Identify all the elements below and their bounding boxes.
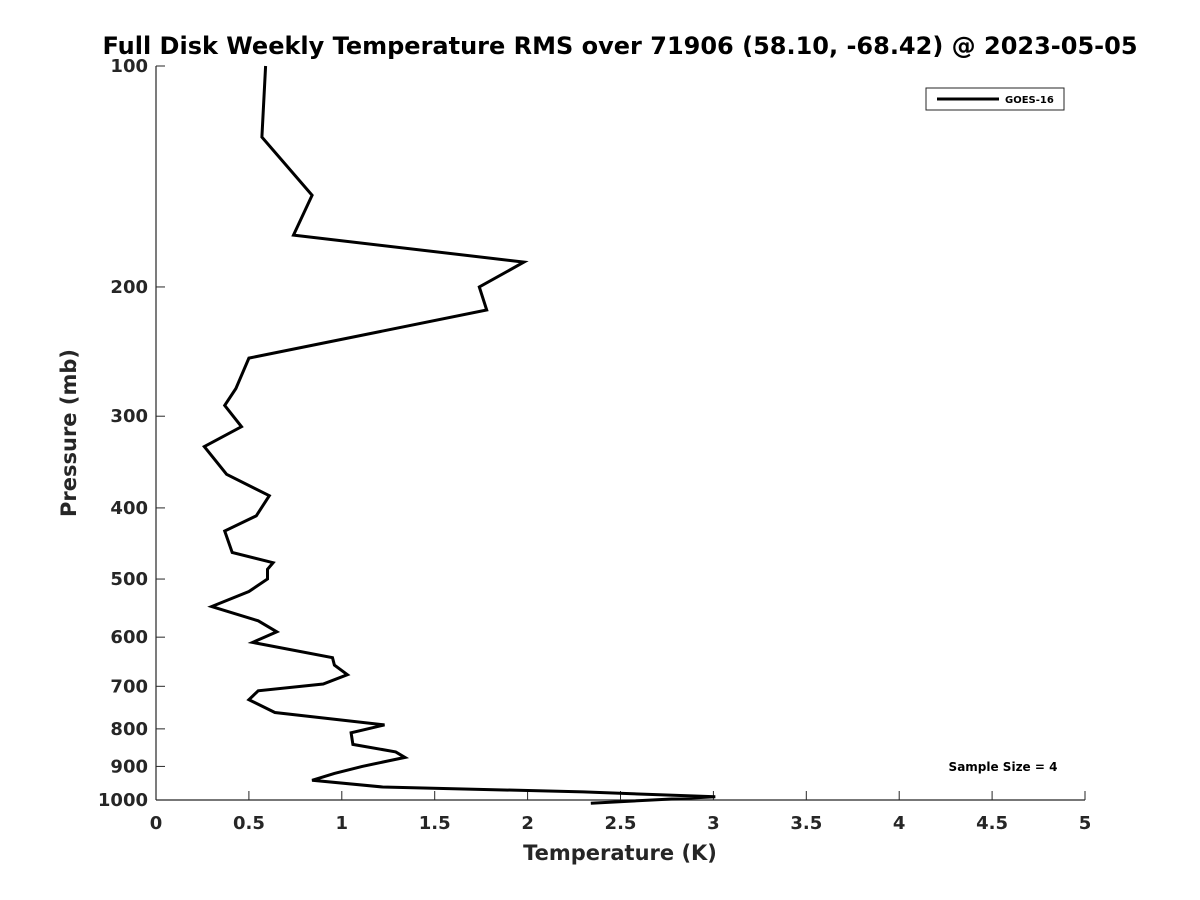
x-tick-label: 3.5 xyxy=(790,813,822,834)
sample-size-annotation: Sample Size = 4 xyxy=(949,760,1058,774)
y-tick-label: 600 xyxy=(110,627,148,648)
y-tick-label: 200 xyxy=(110,277,148,298)
y-tick-label: 700 xyxy=(110,676,148,697)
y-tick-label: 800 xyxy=(110,719,148,740)
x-tick-label: 1.5 xyxy=(419,813,451,834)
y-tick-label: 400 xyxy=(110,498,148,519)
y-axis-label: Pressure (mb) xyxy=(57,349,81,517)
x-tick-label: 3 xyxy=(707,813,720,834)
x-tick-label: 0.5 xyxy=(233,813,265,834)
legend: GOES-16 xyxy=(925,87,1065,111)
x-tick-label: 0 xyxy=(150,813,163,834)
chart-title: Full Disk Weekly Temperature RMS over 71… xyxy=(102,32,1137,60)
y-tick-label: 900 xyxy=(110,756,148,777)
x-tick-label: 4 xyxy=(893,813,906,834)
x-tick-label: 2.5 xyxy=(605,813,637,834)
x-tick-label: 1 xyxy=(336,813,349,834)
y-ticks: 100 200 300 400 500 600 700 800 900 1000 xyxy=(98,56,165,811)
x-tick-label: 5 xyxy=(1079,813,1092,834)
x-axis-label: Temperature (K) xyxy=(523,841,717,865)
x-tick-label: 2 xyxy=(521,813,534,834)
y-tick-label: 100 xyxy=(110,56,148,77)
y-tick-label: 300 xyxy=(110,406,148,427)
x-tick-label: 4.5 xyxy=(976,813,1008,834)
x-ticks: 0 0.5 1 1.5 2 2.5 3 3.5 4 4.5 5 xyxy=(150,791,1092,834)
y-tick-label: 500 xyxy=(110,569,148,590)
legend-label-goes-16: GOES-16 xyxy=(1005,95,1054,106)
y-tick-label: 1000 xyxy=(98,790,148,811)
series-layer xyxy=(201,65,716,805)
series-line-goes-16 xyxy=(201,65,716,805)
